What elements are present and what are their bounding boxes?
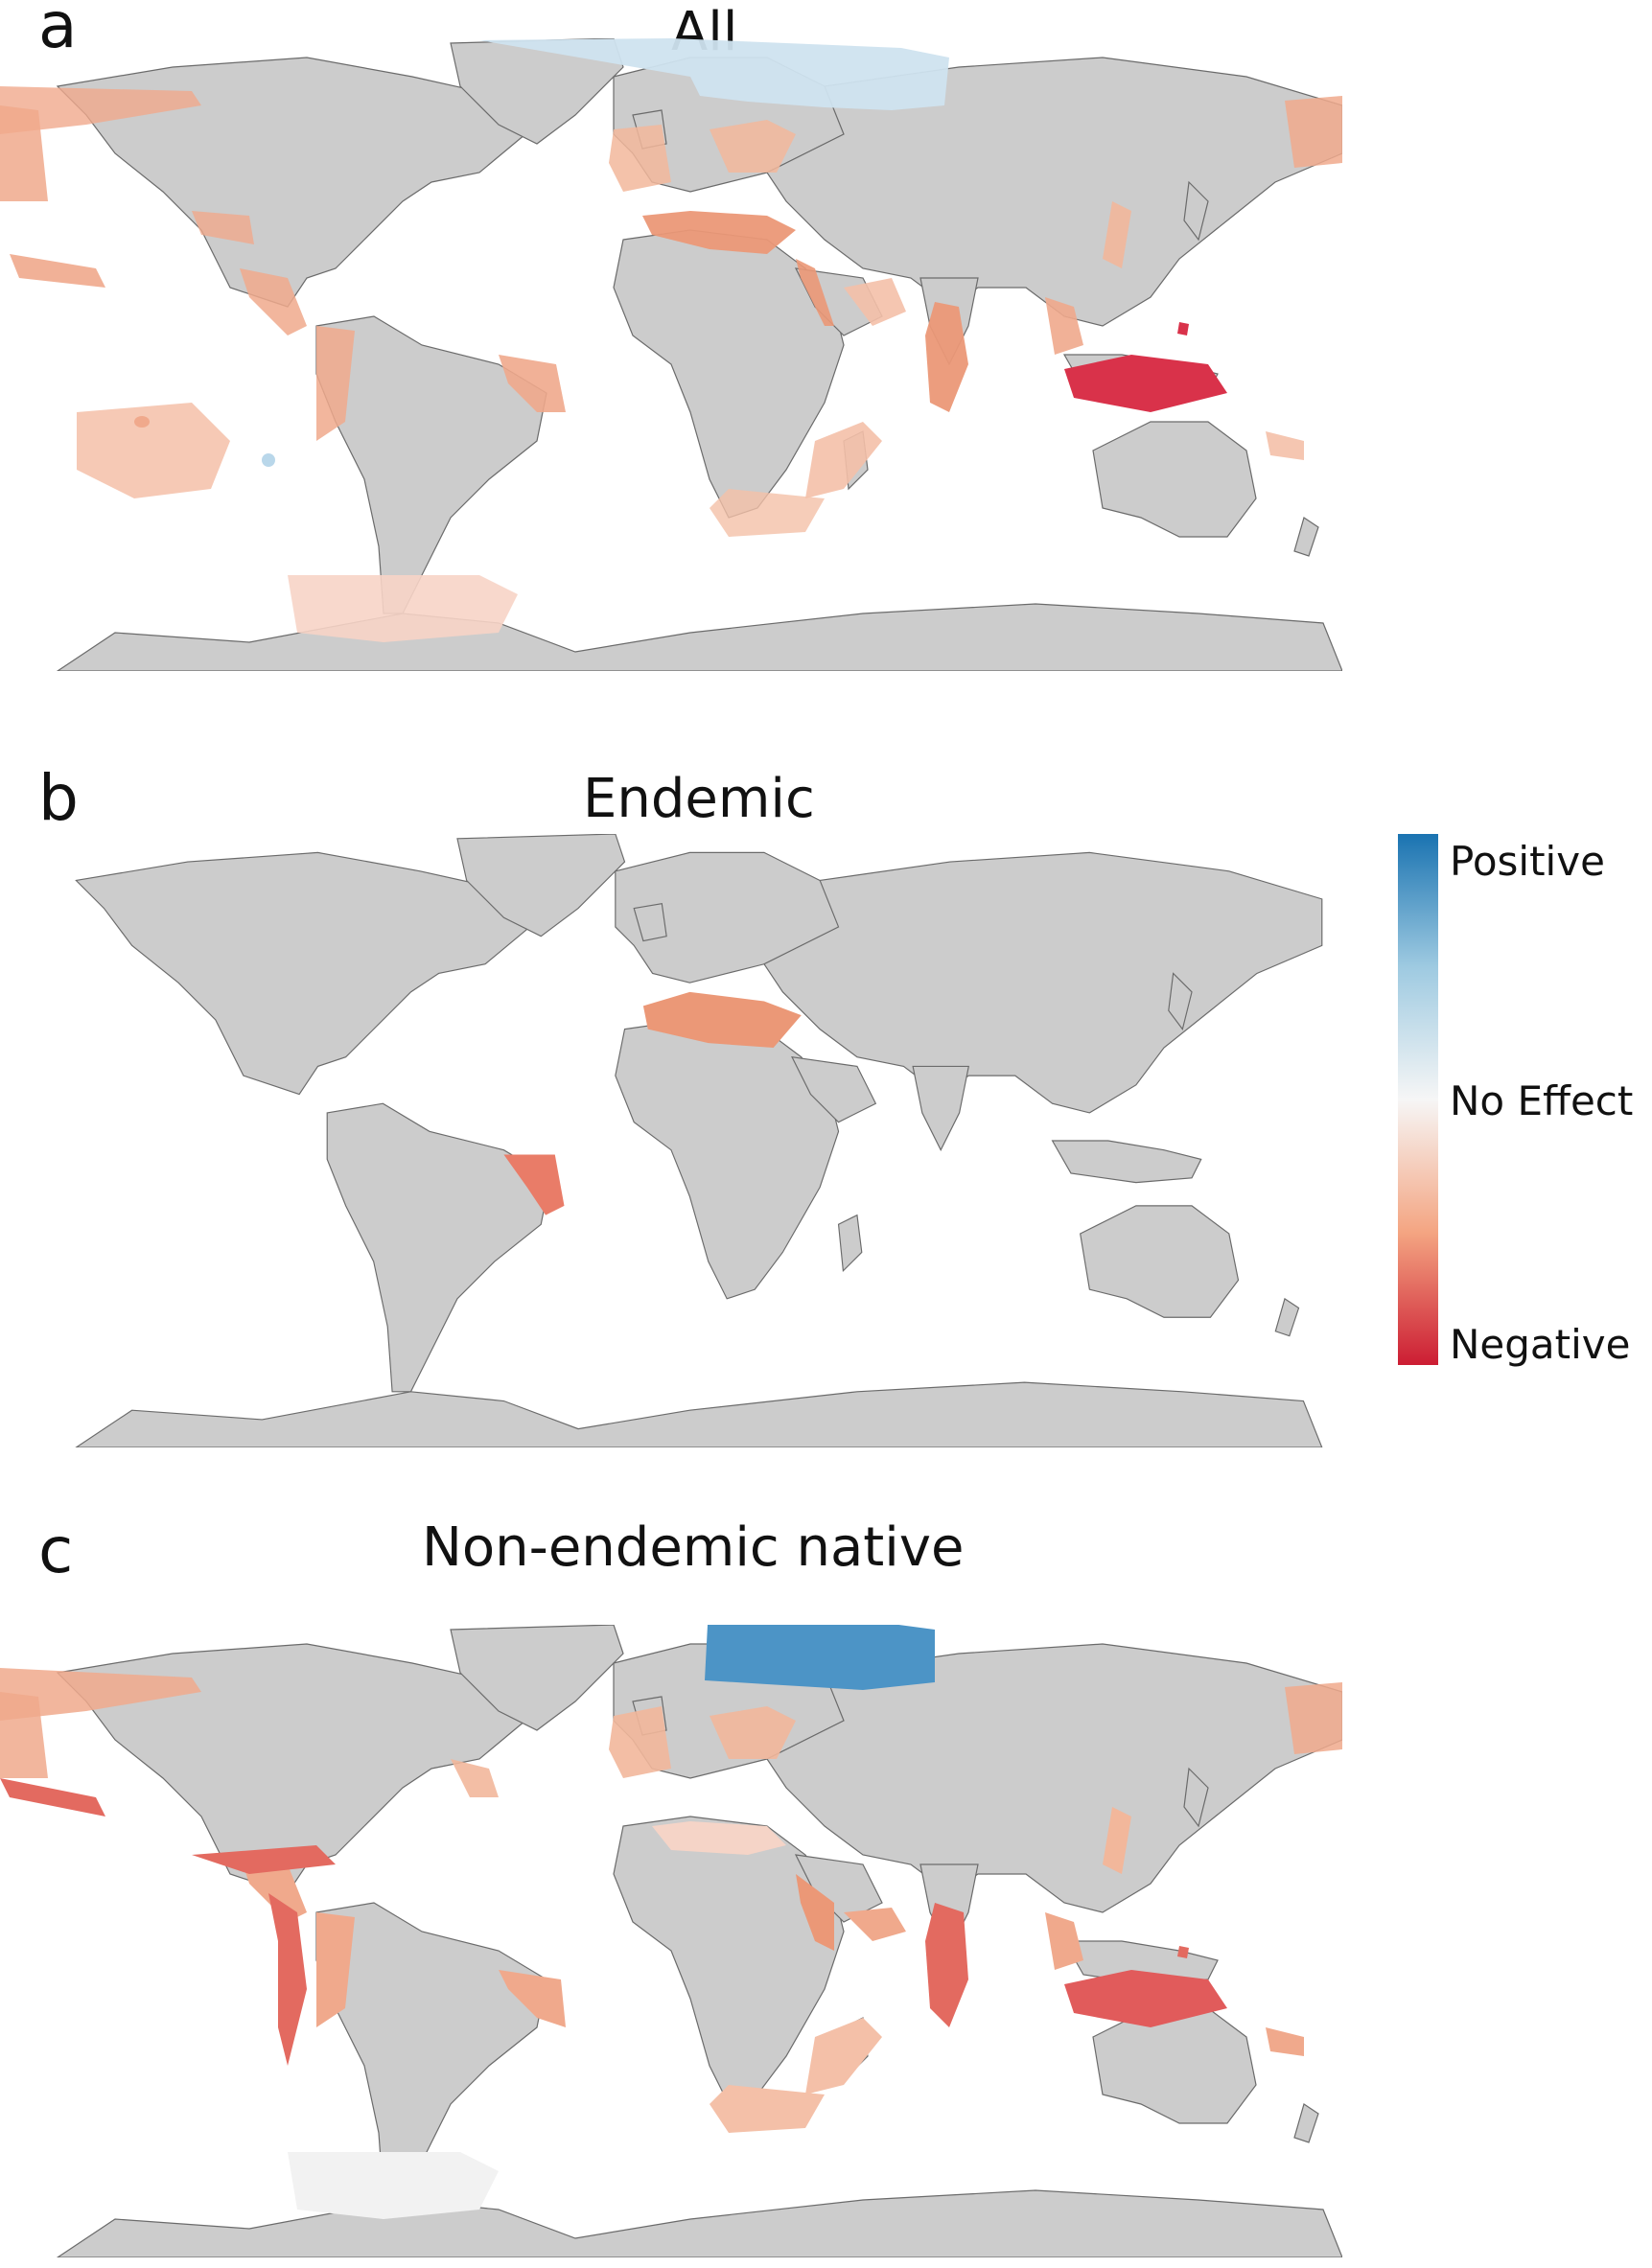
panel-letter: a: [38, 0, 78, 62]
panel-letter: b: [38, 761, 79, 835]
legend-no-effect-label: No Effect: [1450, 1077, 1634, 1124]
color-legend: Positive No Effect Negative: [1398, 834, 1647, 1365]
legend-negative-label: Negative: [1450, 1321, 1631, 1368]
effect-regions: [0, 1625, 1342, 2219]
panel-title: Endemic: [583, 768, 815, 830]
effect-regions: [503, 991, 802, 1215]
world-map: [0, 38, 1342, 671]
panel-title: Non-endemic native: [422, 1516, 965, 1579]
panel-b: b Endemic: [0, 757, 1361, 1467]
panel-letter: c: [38, 1514, 74, 1587]
panel-c: c Non-endemic native: [0, 1510, 1361, 2267]
legend-color-bar: [1398, 834, 1438, 1365]
world-map: [0, 1625, 1342, 2257]
panel-a: a All: [0, 0, 1361, 690]
effect-regions: [0, 38, 1342, 642]
legend-positive-label: Positive: [1450, 838, 1605, 885]
world-map: [75, 834, 1323, 1447]
